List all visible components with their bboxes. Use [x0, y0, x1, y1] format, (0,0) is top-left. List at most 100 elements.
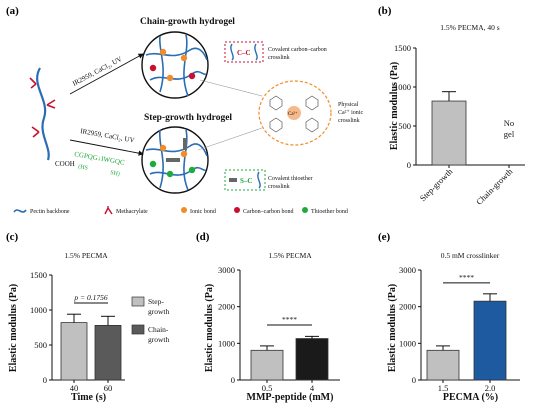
y-tick-label: 2000	[218, 302, 235, 312]
bar-40	[60, 322, 88, 381]
arrow-step	[69, 139, 144, 156]
legend-label: Chain-	[148, 325, 169, 334]
y-tick-label: 500	[34, 340, 47, 350]
bar-60	[94, 324, 122, 381]
bar-2.0	[473, 300, 507, 381]
y-axis-label: Elastic modulus (Pa)	[204, 284, 215, 372]
physical-text-3: crosslink	[338, 118, 360, 124]
panel-c-label: (c)	[6, 231, 19, 243]
cooh-label: COOH	[55, 160, 75, 168]
significance-label: ****	[282, 315, 297, 324]
schematic-panel: (a) COOH IR2959, CaCl₂, UV IR2959, CaCl₂…	[6, 5, 363, 215]
panel-b-label: (b)	[378, 5, 392, 17]
bar-1.5	[426, 349, 460, 381]
chart-title: 1.5% PECMA	[268, 251, 312, 260]
legend-label: Step-	[148, 297, 164, 306]
x-axis-label: MMP-peptide (mM)	[247, 392, 334, 403]
y-axis-label: Elastic modulus (Pa)	[8, 284, 19, 372]
covalent-te-text-1: Covalent thioether	[268, 176, 313, 182]
y-tick-label: 1500	[30, 270, 47, 280]
chart-title: 0.5 mM crosslinker	[441, 251, 500, 260]
x-tick-label: 60	[104, 383, 113, 393]
step-growth-network	[141, 126, 209, 194]
bar-4	[295, 338, 329, 381]
covalent-cc-text-2: crosslink	[268, 55, 290, 61]
x-tick-label: 4	[310, 383, 315, 393]
sc-label: S–C	[240, 177, 252, 185]
methacrylate-icon	[104, 206, 113, 215]
chain-growth-network	[141, 31, 209, 99]
y-axis-label: Elastic modulus (Pa)	[389, 62, 400, 150]
arrow-chain	[69, 53, 144, 95]
no-gel-annotation: gel	[504, 129, 515, 139]
legend-carbon: Carbon–carbon bond	[243, 209, 294, 215]
pectin-backbone-icon	[13, 209, 27, 213]
bar-0.5	[250, 349, 284, 381]
y-axis-label: Elastic modulus (Pa)	[387, 284, 398, 372]
ca-chelation-structure	[269, 95, 319, 133]
covalent-cc-text-1: Covalent carbon–carbon	[268, 47, 327, 53]
y-tick-label: 1000	[218, 338, 235, 348]
chart-title: 1.5% PECMA	[64, 251, 108, 260]
legend-methacrylate: Methacrylate	[116, 209, 148, 215]
physical-text-2: Ca²⁺ ionic	[338, 110, 363, 116]
pectin-strand	[36, 67, 50, 161]
y-tick-label: 0	[407, 160, 411, 170]
x-axis-label: PECMA (%)	[443, 392, 498, 403]
y-tick-label: 1000	[394, 82, 411, 92]
x-tick-label: Chain-growth	[474, 166, 515, 207]
chart-b: 1.5% PECMA, 40 s 0 500 1000 1500 Elastic modu…	[389, 23, 525, 207]
x-tick-label: 2.0	[485, 383, 496, 393]
chain-growth-title: Chain-growth hydrogel	[140, 17, 235, 27]
cc-label: C–C	[237, 49, 251, 57]
y-tick-label: 2000	[399, 302, 416, 312]
chart-title: 1.5% PECMA, 40 s	[440, 23, 499, 32]
y-tick-label: 0	[412, 375, 416, 385]
cc-crosslink-box	[224, 41, 264, 63]
legend-swatch-0	[131, 296, 145, 307]
peptide-hs: (HS	[78, 163, 89, 172]
bar-Step-growth	[431, 100, 467, 166]
x-tick-label: 40	[70, 383, 79, 393]
reagent-bottom: IR2959, CaCl₂, UV	[80, 127, 136, 144]
legend-label: growth	[148, 307, 169, 316]
methacrylate-icon	[29, 77, 56, 138]
y-tick-label: 1000	[30, 305, 47, 315]
physical-text-1: Physical	[338, 102, 359, 108]
x-tick-label: Step-growth	[418, 166, 455, 203]
legend-thioether: Thioether bond	[311, 209, 348, 215]
chart-c: 1.5% PECMA 0 500 1000 1500 Elastic modulus (P…	[8, 251, 169, 403]
y-tick-label: 0	[231, 375, 235, 385]
physical-crosslink-ellipse	[258, 80, 332, 146]
significance-label: p = 0.1756	[73, 293, 107, 302]
y-tick-label: 0	[43, 375, 47, 385]
carbon-bond-icon	[234, 207, 240, 213]
covalent-te-text-2: crosslink	[268, 184, 290, 190]
panel-e-label: (e)	[378, 231, 391, 243]
y-tick-label: 3000	[218, 265, 235, 275]
x-tick-label: 1.5	[438, 383, 449, 393]
legend-ionic: Ionic bond	[190, 209, 216, 215]
significance-label: ****	[459, 273, 474, 282]
y-tick-label: 1000	[399, 338, 416, 348]
step-growth-title: Step-growth hydrogel	[144, 113, 232, 123]
ionic-bond-icon	[181, 207, 187, 213]
y-tick-label: 1500	[394, 43, 411, 53]
y-tick-label: 3000	[399, 265, 416, 275]
ca-ion	[287, 106, 301, 120]
panel-d-label: (d)	[196, 231, 210, 243]
legend-pectin: Pectin backbone	[30, 209, 70, 215]
legend-label: growth	[148, 335, 169, 344]
legend-swatch-1	[131, 324, 145, 335]
thioether-bond-icon	[302, 207, 308, 213]
schematic-legend: Pectin backbone Methacrylate Ionic bond …	[13, 206, 348, 215]
panel-a-label: (a)	[6, 5, 19, 17]
ca-label: Ca²⁺	[288, 111, 298, 117]
x-axis-label: Time (s)	[71, 392, 106, 403]
reagent-top: IR2959, CaCl₂, UV	[71, 55, 123, 88]
peptide-sh: SH)	[110, 169, 121, 178]
no-gel-annotation: No	[504, 118, 514, 128]
